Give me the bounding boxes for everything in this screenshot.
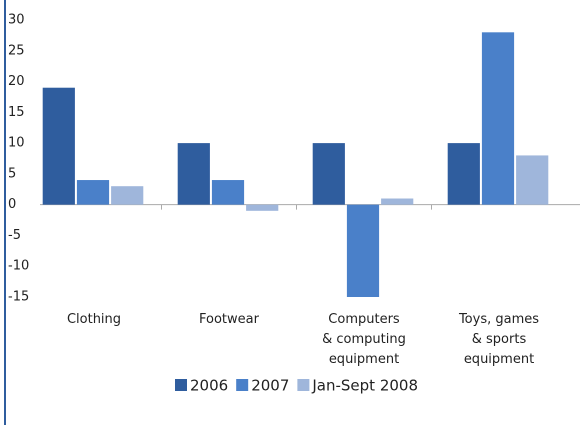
y-tick-label: 0 xyxy=(8,197,16,212)
x-tick-label: Toys, games & sports equipment xyxy=(458,312,540,367)
y-tick-label: 30 xyxy=(8,13,25,28)
bar xyxy=(346,204,380,297)
bar xyxy=(111,186,144,205)
bar xyxy=(381,198,414,205)
bar xyxy=(447,143,480,205)
bar xyxy=(76,180,110,205)
bar xyxy=(177,143,210,205)
bar xyxy=(516,155,549,205)
y-tick-label: -10 xyxy=(8,259,29,274)
x-tick-label: Computers & computing equipment xyxy=(322,312,406,367)
bar xyxy=(312,143,345,205)
y-tick-label: 15 xyxy=(8,105,25,120)
bar xyxy=(481,32,515,205)
y-tick-label: 20 xyxy=(8,74,25,89)
y-tick-label: -5 xyxy=(8,228,21,243)
legend-swatch xyxy=(297,379,310,391)
legend-swatch xyxy=(236,379,249,391)
x-tick-label: Footwear xyxy=(199,312,259,327)
legend-label: 2006 xyxy=(190,377,228,395)
legend-label: 2007 xyxy=(251,377,289,395)
bar xyxy=(246,204,279,211)
bar xyxy=(42,87,75,205)
y-tick-label: -15 xyxy=(8,290,29,305)
y-tick-label: 10 xyxy=(8,136,25,151)
legend-swatch xyxy=(175,379,187,391)
x-tick-label: Clothing xyxy=(66,312,122,327)
y-tick-label: 25 xyxy=(8,43,25,58)
legend-label: Jan-Sept 2008 xyxy=(311,377,418,395)
bar xyxy=(211,180,245,205)
y-tick-label: 5 xyxy=(8,166,16,181)
